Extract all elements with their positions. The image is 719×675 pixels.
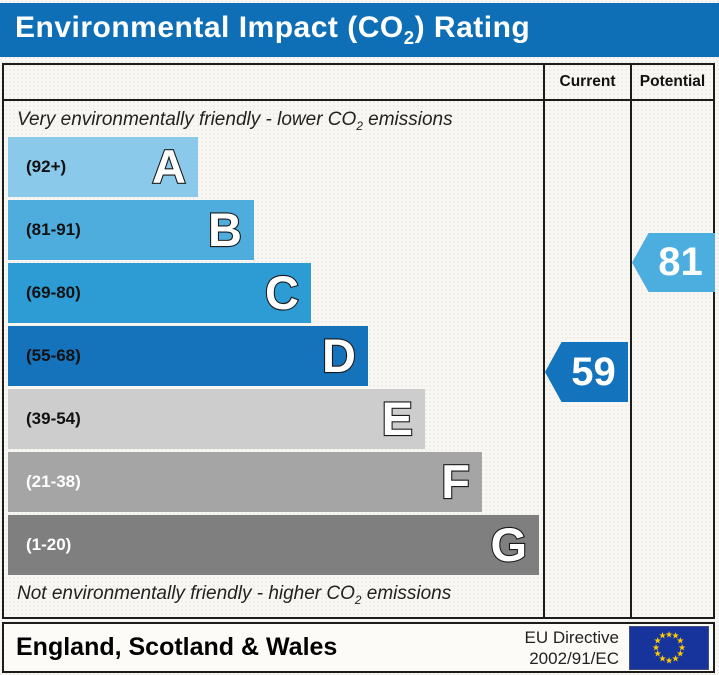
band-range-label: (81-91) xyxy=(26,220,81,239)
band-range-label: (92+) xyxy=(26,157,67,176)
band-row-b: (81-91) B xyxy=(8,200,254,260)
band-range-label: (39-54) xyxy=(26,409,81,428)
caption-very-friendly: Very environmentally friendly - lower CO… xyxy=(17,109,453,133)
eu-directive-label: EU Directive 2002/91/EC xyxy=(524,627,619,668)
column-divider-potential xyxy=(630,65,632,617)
band-range-label: (69-80) xyxy=(26,283,81,302)
eu-flag-star: ★ xyxy=(676,635,685,646)
eu-flag-star: ★ xyxy=(671,653,680,664)
band-letter: B xyxy=(207,202,243,257)
eu-flag-star: ★ xyxy=(676,648,685,659)
eu-flag-star: ★ xyxy=(651,642,661,652)
region-label: England, Scotland & Wales xyxy=(16,633,338,661)
current-rating-arrow: 59 xyxy=(545,342,628,402)
band-letter: C xyxy=(264,265,300,320)
column-header-potential: Potential xyxy=(639,73,706,90)
band-letter: F xyxy=(440,454,471,509)
band-range-label: (21-38) xyxy=(26,472,81,491)
eu-flag-star: ★ xyxy=(664,655,674,665)
band-row-g: (1-20) G xyxy=(8,515,539,575)
band-row-e: (39-54) E xyxy=(8,389,425,449)
band-letter: G xyxy=(489,517,528,572)
eu-flag-star: ★ xyxy=(658,653,667,664)
eu-flag-star: ★ xyxy=(653,648,662,659)
eu-flag-star: ★ xyxy=(664,629,674,639)
rating-table: Current Potential Very environmentally f… xyxy=(2,63,715,619)
band-range-label: (1-20) xyxy=(26,535,72,554)
potential-rating-value: 81 xyxy=(658,240,703,284)
band-range-label: (55-68) xyxy=(26,346,81,365)
band-row-c: (69-80) C xyxy=(8,263,311,323)
column-header-current: Current xyxy=(559,73,616,90)
band-letter: A xyxy=(151,139,187,194)
band-row-f: (21-38) F xyxy=(8,452,482,512)
rating-bands: (92+) A (81-91) B (69-80) C (55-68) D (3… xyxy=(8,137,539,578)
eu-flag-star: ★ xyxy=(653,635,662,646)
page-title: Environmental Impact (CO2) Rating xyxy=(0,3,719,57)
eu-flag-star: ★ xyxy=(658,630,667,641)
eu-flag-star: ★ xyxy=(671,630,680,641)
potential-rating-arrow: 81 xyxy=(632,233,715,292)
caption-not-friendly: Not environmentally friendly - higher CO… xyxy=(17,583,452,607)
footer-bar: England, Scotland & Wales EU Directive 2… xyxy=(2,622,715,673)
band-row-a: (92+) A xyxy=(8,137,198,197)
band-letter: E xyxy=(381,391,415,446)
column-divider-current xyxy=(543,65,545,617)
table-header-row xyxy=(4,65,713,101)
current-rating-value: 59 xyxy=(571,349,616,394)
band-letter: D xyxy=(321,328,357,383)
band-row-d: (55-68) D xyxy=(8,326,368,386)
eu-flag-icon: ★ ★ ★ ★ ★ ★ ★ ★ ★ ★ ★ ★ xyxy=(629,625,709,670)
eu-flag-star: ★ xyxy=(677,642,687,652)
